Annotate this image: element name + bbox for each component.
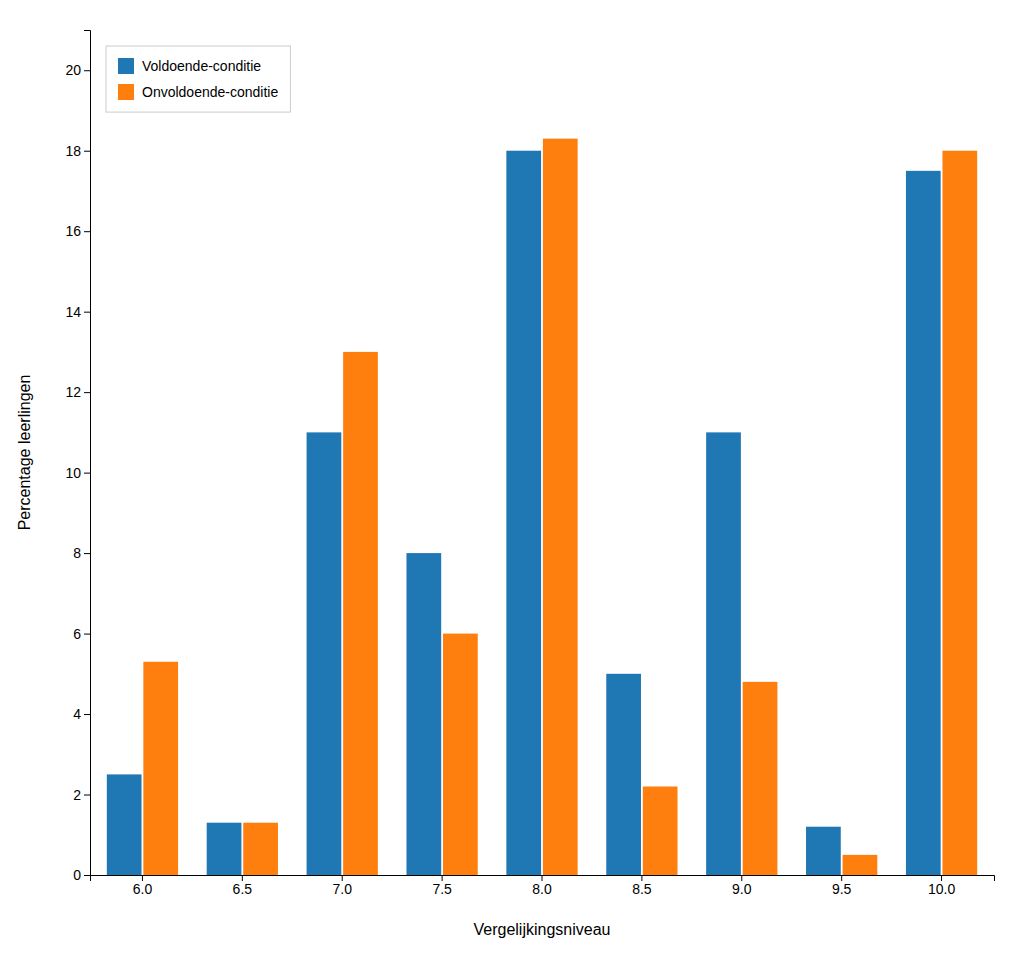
tick-label: 4	[73, 706, 81, 722]
tick-mark	[84, 70, 90, 71]
tick: 0	[73, 867, 90, 883]
legend-label: Voldoende-conditie	[142, 58, 261, 74]
bar	[207, 823, 242, 875]
tick: 14	[65, 304, 90, 320]
tick-label: 12	[65, 384, 81, 400]
tick-label: 2	[73, 787, 81, 803]
tick-label: 10.0	[928, 881, 955, 897]
tick-label: 6	[73, 626, 81, 642]
tick-label: 16	[65, 223, 81, 239]
tick-label: 8	[73, 545, 81, 561]
tick-mark	[84, 151, 90, 152]
tick: 16	[65, 223, 90, 239]
tick-mark	[84, 634, 90, 635]
bar	[343, 352, 378, 875]
bar	[543, 139, 578, 875]
plot: 6.0 6.5 7.0 7.5 8.0 8.5 9.0 9.5 10.0 0 2 4 6 8 10 12 14 1…	[16, 31, 995, 939]
tick: 6	[73, 626, 90, 642]
chart: 6.0 6.5 7.0 7.5 8.0 8.5 9.0 9.5 10.0 0 2 4 6 8 10 12 14 1…	[0, 0, 1024, 965]
tick: 12	[65, 384, 90, 400]
tick-mark	[84, 795, 90, 796]
bar	[107, 774, 142, 875]
tick: 8.0	[532, 875, 552, 897]
bar	[843, 855, 878, 875]
tick-label: 0	[73, 867, 81, 883]
legend-swatch	[118, 84, 134, 100]
bar	[706, 432, 741, 875]
tick-mark	[84, 392, 90, 393]
bar-series	[143, 139, 977, 875]
tick-label: 10	[65, 465, 81, 481]
tick-label: 7.0	[332, 881, 352, 897]
bar	[743, 682, 778, 875]
tick: 7.0	[332, 875, 352, 897]
tick: 6.5	[233, 875, 253, 897]
bar	[942, 151, 977, 875]
legend-swatch	[118, 58, 134, 74]
bar	[806, 827, 841, 875]
tick: 9.5	[832, 875, 852, 897]
x-axis: 6.0 6.5 7.0 7.5 8.0 8.5 9.0 9.5 10.0	[91, 875, 995, 897]
tick: 2	[73, 787, 90, 803]
bar	[506, 151, 541, 875]
bar	[143, 662, 178, 875]
bars	[107, 139, 977, 875]
legend-box	[106, 46, 290, 112]
tick: 18	[65, 143, 90, 159]
tick-mark	[84, 553, 90, 554]
tick-mark	[84, 312, 90, 313]
tick: 6.0	[133, 875, 153, 897]
bar	[307, 432, 342, 875]
bar	[406, 553, 441, 875]
tick-label: 9.0	[732, 881, 752, 897]
x-axis-title: Vergelijkingsniveau	[474, 921, 611, 938]
tick-mark	[84, 714, 90, 715]
tick: 9.0	[732, 875, 752, 897]
y-axis-title: Percentage leerlingen	[16, 375, 33, 531]
tick: 8	[73, 545, 90, 561]
legend-label: Onvoldoende-conditie	[142, 84, 278, 100]
tick-label: 7.5	[432, 881, 452, 897]
tick-label: 6.5	[233, 881, 253, 897]
legend-item: Voldoende-conditie	[118, 58, 261, 74]
tick: 10.0	[928, 875, 955, 897]
tick-mark	[84, 875, 90, 876]
tick: 7.5	[432, 875, 452, 897]
tick-label: 6.0	[133, 881, 153, 897]
tick-label: 9.5	[832, 881, 852, 897]
tick-label: 14	[65, 304, 81, 320]
tick: 8.5	[632, 875, 652, 897]
bar-series	[107, 151, 941, 875]
tick: 20	[65, 62, 90, 78]
bar	[643, 786, 678, 875]
legend: Voldoende-conditie Onvoldoende-conditie	[106, 46, 290, 112]
legend-item: Onvoldoende-conditie	[118, 84, 278, 100]
tick-mark	[84, 231, 90, 232]
tick-label: 18	[65, 143, 81, 159]
bar	[243, 823, 278, 875]
tick: 10	[65, 465, 90, 481]
axis-line	[84, 31, 91, 876]
bar	[606, 674, 641, 875]
bar	[443, 634, 478, 875]
tick-label: 8.5	[632, 881, 652, 897]
tick-label: 20	[65, 62, 81, 78]
y-axis: 0 2 4 6 8 10 12 14 16 18 20	[65, 31, 90, 883]
tick: 4	[73, 706, 90, 722]
tick-label: 8.0	[532, 881, 552, 897]
bar	[906, 171, 941, 875]
tick-mark	[84, 473, 90, 474]
